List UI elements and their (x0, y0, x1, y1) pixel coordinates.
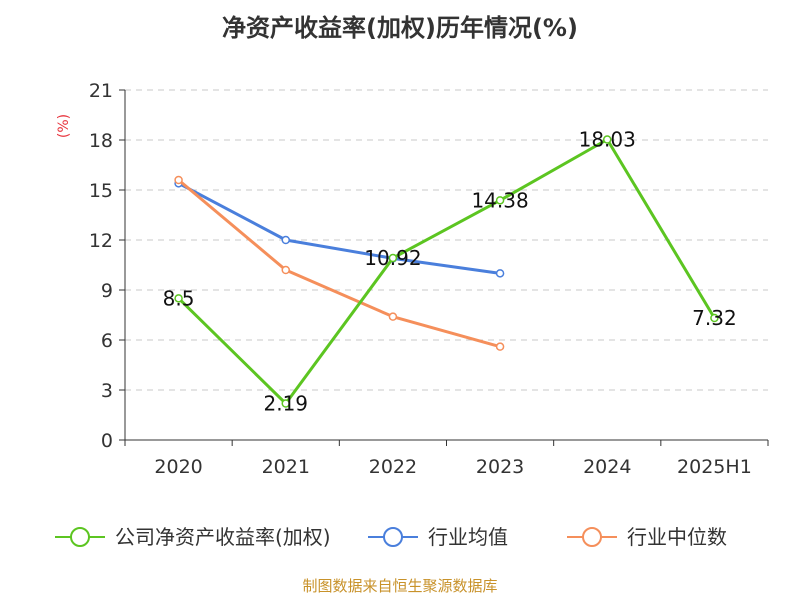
legend-item-0[interactable]: 公司净资产收益率(加权) (55, 525, 331, 549)
legend[interactable]: 公司净资产收益率(加权) 行业均值 行业中位数 (55, 525, 727, 549)
y-tick-label: 9 (101, 280, 113, 302)
grid-lines (125, 89, 768, 391)
y-axis-unit: (%) (56, 114, 72, 138)
data-labels: 8.5 2.19 10.92 14.38 18.03 7.32 (163, 128, 737, 416)
data-point (388, 253, 398, 263)
legend-marker (582, 527, 602, 547)
data-point (174, 175, 183, 185)
legend-item-1[interactable]: 行业均值 (368, 525, 508, 549)
source-note: 制图数据来自恒生聚源数据库 (302, 577, 497, 595)
axes: 0 3 6 9 12 15 18 21 2020 2021 2022 2023 2024 2025H1 (89, 80, 769, 478)
y-tick-label: 21 (89, 80, 113, 102)
data-point (495, 342, 505, 351)
data-label: 18.03 (579, 128, 636, 152)
data-point (710, 313, 719, 323)
data-label: 2.19 (263, 392, 308, 416)
x-tick-label: 2022 (369, 456, 417, 478)
x-tick-label: 2023 (476, 456, 524, 478)
data-point (174, 294, 183, 303)
legend-label: 行业中位数 (627, 525, 727, 549)
legend-item-2[interactable]: 行业中位数 (567, 525, 727, 549)
data-point (388, 312, 398, 321)
series-line-0 (177, 138, 716, 405)
chart-title: 净资产收益率(加权)历年情况(%) (222, 14, 578, 42)
y-tick-label: 0 (101, 430, 113, 452)
x-tick-label: 2020 (154, 456, 202, 478)
y-tick-label: 6 (101, 330, 113, 352)
data-point (495, 196, 505, 205)
y-tick-label: 3 (101, 380, 113, 402)
y-tick-label: 15 (89, 180, 113, 202)
data-point (495, 269, 505, 278)
data-label: 7.32 (692, 306, 737, 330)
series-line-2 (177, 178, 501, 349)
x-tick-label: 2021 (262, 456, 310, 478)
x-tick-label: 2025H1 (677, 456, 752, 478)
legend-marker (70, 527, 90, 547)
series-line-1 (177, 182, 501, 275)
data-point (281, 399, 290, 408)
y-tick-label: 12 (89, 230, 113, 252)
series-lines (174, 135, 719, 408)
data-label: 14.38 (471, 188, 528, 212)
data-point (281, 235, 290, 245)
legend-marker (383, 527, 403, 547)
data-label: 8.5 (163, 286, 195, 310)
legend-label: 公司净资产收益率(加权) (115, 525, 331, 549)
legend-label: 行业均值 (428, 525, 508, 549)
x-tick-label: 2024 (583, 456, 631, 478)
y-tick-label: 18 (89, 130, 113, 152)
data-point (281, 265, 290, 275)
data-point (603, 135, 612, 144)
data-label: 10.92 (364, 246, 421, 270)
